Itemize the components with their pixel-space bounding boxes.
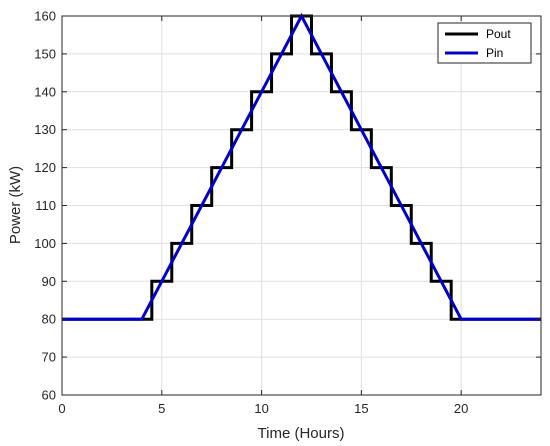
y-tick-label: 140 xyxy=(34,84,56,99)
y-tick-label: 90 xyxy=(42,274,56,289)
legend-label-pin: Pin xyxy=(486,46,503,60)
y-tick-label: 100 xyxy=(34,236,56,251)
y-tick-label: 130 xyxy=(34,122,56,137)
x-tick-label: 15 xyxy=(354,401,368,416)
y-tick-label: 150 xyxy=(34,46,56,61)
legend-label-pout: Pout xyxy=(486,27,511,41)
x-tick-label: 5 xyxy=(158,401,165,416)
x-tick-label: 20 xyxy=(454,401,468,416)
y-tick-label: 160 xyxy=(34,9,56,24)
x-axis-title: Time (Hours) xyxy=(258,425,345,442)
y-tick-label: 60 xyxy=(42,388,56,403)
tick-layer: 0 5 10 15 20 60 70 80 90 100 110 120 130 140 150 160 xyxy=(34,9,541,416)
y-tick-label: 80 xyxy=(42,312,56,327)
y-tick-label: 110 xyxy=(35,198,56,213)
x-tick-label: 0 xyxy=(58,401,65,416)
y-axis-title: Power (kW) xyxy=(7,166,24,244)
y-tick-label: 120 xyxy=(34,160,56,175)
legend-box xyxy=(437,22,532,64)
legend: Pout Pin xyxy=(437,22,532,64)
x-tick-label: 10 xyxy=(254,401,268,416)
y-tick-label: 70 xyxy=(42,350,56,365)
